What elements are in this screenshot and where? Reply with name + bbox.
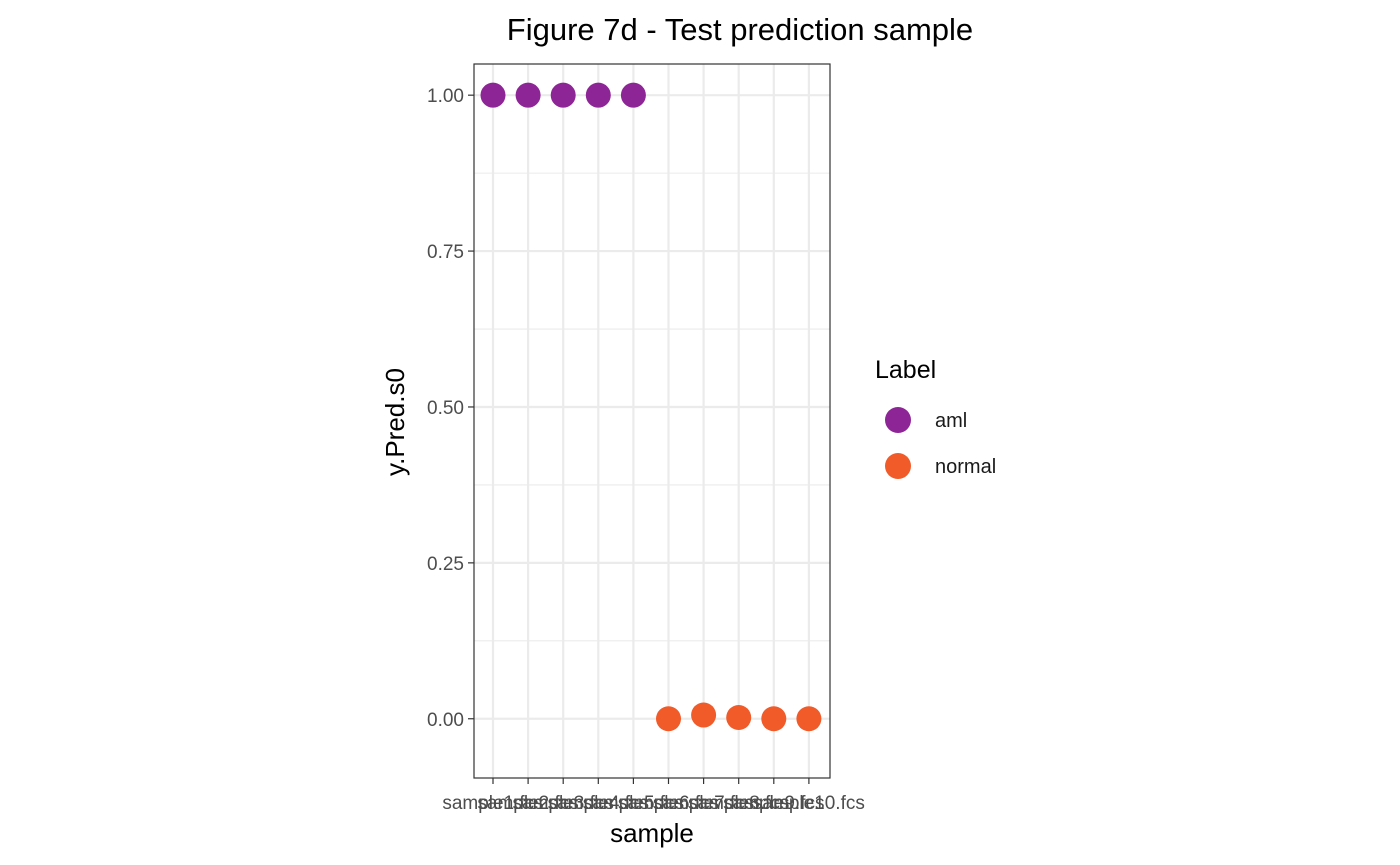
x-tick-label: sample9.fcs bbox=[723, 793, 824, 814]
x-axis: sample1.fcssample2.fcssample3.fcssample4… bbox=[442, 778, 865, 814]
data-point-aml bbox=[550, 82, 576, 108]
data-points bbox=[480, 82, 822, 732]
x-tick-label: sample7.fcs bbox=[653, 793, 754, 814]
legend-key-normal bbox=[885, 453, 911, 479]
plot-panel-border bbox=[473, 63, 831, 779]
data-point-normal bbox=[761, 706, 787, 732]
data-point-normal bbox=[656, 706, 681, 732]
x-tick-label: sample5.fcs bbox=[583, 793, 684, 814]
legend-label-normal: normal bbox=[935, 456, 996, 478]
x-tick-label: sample1.fcs bbox=[442, 793, 543, 814]
grid bbox=[474, 64, 830, 778]
y-axis-title: y.Pred.s0 bbox=[380, 368, 410, 476]
y-tick-label: 0.75 bbox=[427, 242, 464, 263]
x-tick-label: sample8.fcs bbox=[688, 793, 789, 814]
legend-title: Label bbox=[875, 356, 936, 384]
y-axis: 0.00 0.25 0.50 0.75 1.00 bbox=[427, 86, 474, 731]
data-point-aml bbox=[515, 82, 541, 108]
x-tick-label: sample6.fcs bbox=[618, 793, 719, 814]
legend-key-aml bbox=[885, 407, 911, 433]
x-tick-label: sample3.fcs bbox=[513, 793, 614, 814]
data-point-aml bbox=[585, 82, 611, 108]
x-axis-title: sample bbox=[610, 818, 694, 848]
data-point-normal bbox=[726, 705, 752, 731]
chart-title: Figure 7d - Test prediction sample bbox=[507, 12, 973, 47]
y-tick-label: 0.25 bbox=[427, 554, 464, 575]
x-tick-label: sample10.fcs bbox=[753, 793, 865, 814]
y-tick-label: 0.50 bbox=[427, 398, 464, 419]
data-point-aml bbox=[620, 82, 646, 108]
data-point-aml bbox=[480, 82, 506, 108]
data-point-normal bbox=[796, 706, 822, 732]
y-tick-label: 0.00 bbox=[427, 710, 464, 731]
x-tick-label: sample4.fcs bbox=[548, 793, 649, 814]
legend: Label aml normal bbox=[875, 356, 996, 479]
legend-label-aml: aml bbox=[935, 410, 967, 432]
x-tick-label: sample2.fcs bbox=[477, 793, 578, 814]
y-tick-label: 1.00 bbox=[427, 86, 464, 107]
data-point-normal bbox=[691, 702, 717, 728]
